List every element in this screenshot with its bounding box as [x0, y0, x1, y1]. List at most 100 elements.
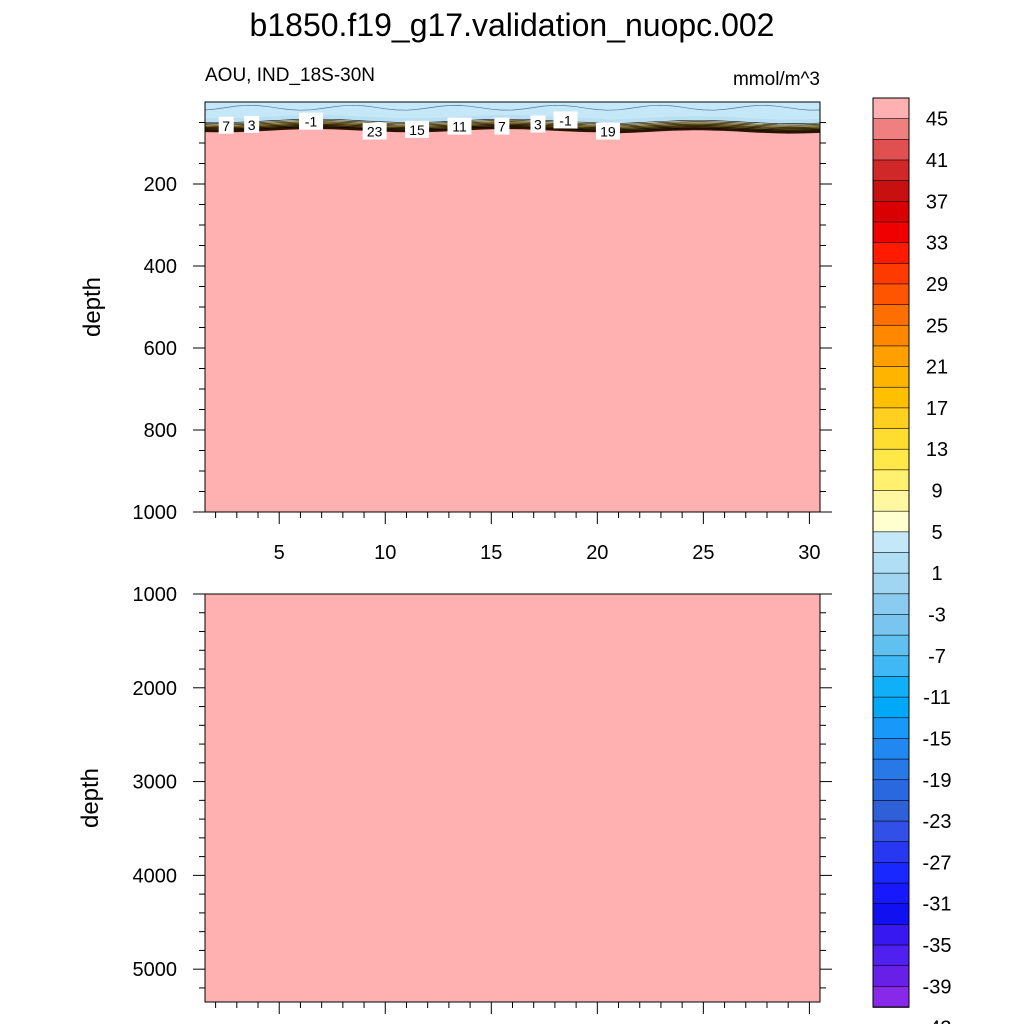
colorbar-label: 21	[926, 357, 948, 379]
colorbar-swatch	[872, 986, 910, 1008]
colorbar-frame	[872, 97, 910, 1008]
lower-plot-area	[205, 594, 820, 1002]
colorbar-swatch	[872, 469, 910, 492]
colorbar-swatch	[872, 262, 910, 285]
colorbar-label: 17	[926, 398, 948, 420]
x-tick-label: 20	[586, 542, 608, 564]
colorbar-swatch	[872, 903, 910, 926]
contour-label-box	[494, 117, 510, 135]
colorbar-swatch	[872, 242, 910, 265]
colorbar-label: 45	[926, 109, 948, 131]
contour-label: -1	[559, 112, 572, 128]
colorbar-label: -43	[923, 1018, 952, 1024]
colorbar-swatch	[872, 118, 910, 141]
lower-y-axis-label: depth	[77, 768, 104, 828]
colorbar-swatch	[872, 593, 910, 616]
y-tick-label: 2000	[133, 678, 178, 700]
variable-label: AOU, IND_18S-30N	[205, 65, 375, 86]
colorbar: 45 41 37 33 29 25 21 17 13 9 5 1 -3 -7 -11 -15 -19 -23 -27…	[872, 97, 952, 1024]
colorbar-swatch	[872, 366, 910, 389]
y-tick-label: 400	[144, 256, 177, 278]
upper-panel: 200 400 600 800 1000 5 10 15 20 25 30 7 3 -1 23 15 11 7 3…	[79, 101, 832, 564]
colorbar-label: -15	[923, 728, 952, 750]
colorbar-label: -7	[928, 646, 946, 668]
colorbar-swatch	[872, 490, 910, 512]
contour-label: 15	[409, 122, 425, 138]
colorbar-swatch	[872, 696, 910, 719]
y-tick-label: 200	[144, 174, 177, 196]
colorbar-swatch	[872, 552, 910, 574]
contour-label-box	[244, 115, 260, 133]
contour-label: -1	[305, 114, 318, 130]
contour-label-box	[218, 116, 234, 134]
x-tick-label: 15	[480, 542, 502, 564]
y-tick-label: 3000	[133, 772, 178, 794]
colorbar-label: 5	[931, 522, 942, 544]
colorbar-swatch	[872, 159, 910, 182]
x-tick-label: 30	[798, 542, 820, 564]
colorbar-label: 37	[926, 191, 948, 213]
colorbar-swatch	[872, 283, 910, 306]
colorbar-swatch	[872, 531, 910, 554]
y-tick-label: 1000	[133, 584, 178, 606]
colorbar-swatch	[872, 676, 910, 698]
contour-label: 19	[600, 124, 616, 140]
contour-label: 11	[452, 119, 467, 135]
surface-band-1	[205, 115, 820, 124]
colorbar-label: 9	[931, 481, 942, 503]
upper-plot-area	[205, 102, 820, 512]
colorbar-swatch	[872, 614, 910, 636]
colorbar-label: 29	[926, 274, 948, 296]
y-tick-label: 5000	[133, 959, 178, 981]
contour-label: 3	[248, 117, 256, 133]
colorbar-swatch	[872, 386, 910, 409]
x-tick-label: 25	[692, 542, 714, 564]
x-tick-label: 5	[274, 542, 285, 564]
colorbar-swatch	[872, 407, 910, 430]
contour-label-box	[362, 122, 387, 140]
contour-label: 3	[534, 117, 542, 133]
colorbar-label: -27	[923, 852, 952, 874]
upper-y-axis-label: depth	[79, 277, 106, 337]
contour-label-box	[447, 117, 472, 135]
colorbar-swatch	[872, 97, 910, 120]
colorbar-swatch	[872, 324, 910, 347]
contour-labels: 7 3 -1 23 15 11 7 3 -1 19	[218, 111, 620, 140]
colorbar-swatch	[872, 965, 910, 988]
colorbar-label: 25	[926, 315, 948, 337]
colorbar-swatch	[872, 841, 910, 864]
colorbar-swatch	[872, 448, 910, 471]
y-tick-label: 4000	[133, 865, 178, 887]
colorbar-swatch	[872, 304, 910, 327]
colorbar-swatch	[872, 180, 910, 203]
surface-band-0	[205, 102, 820, 120]
colorbar-swatch	[872, 820, 910, 843]
colorbar-label: -19	[923, 770, 952, 792]
surface-layer-fill	[204, 102, 821, 134]
colorbar-swatch	[872, 345, 910, 368]
colorbar-label: 41	[926, 150, 948, 172]
colorbar-swatch	[872, 882, 910, 905]
upper-axis-ticks: 200 400 600 800 1000 5 10 15 20 25 30	[133, 122, 832, 564]
colorbar-swatch	[872, 800, 910, 822]
y-tick-label: 800	[144, 420, 177, 442]
colorbar-swatch	[872, 738, 910, 760]
y-tick-label: 1000	[133, 502, 178, 524]
colorbar-label: -23	[923, 811, 952, 833]
contour-label-box	[553, 111, 578, 129]
y-tick-label: 600	[144, 338, 177, 360]
chart-title: b1850.f19_g17.validation_nuopc.002	[250, 7, 775, 43]
x-tick-label: 10	[374, 542, 396, 564]
contour-label-box	[405, 120, 430, 138]
contour-label-box	[595, 122, 620, 140]
upper-plot-frame	[204, 101, 821, 513]
surface-band-8	[205, 126, 820, 134]
contour-label-box	[530, 115, 546, 133]
colorbar-swatch	[872, 139, 910, 161]
colorbar-label: -39	[923, 976, 952, 998]
colorbar-swatch	[872, 510, 910, 533]
colorbar-label: -3	[928, 604, 946, 626]
colorbar-swatch	[872, 634, 910, 657]
colorbar-swatch	[872, 717, 910, 740]
